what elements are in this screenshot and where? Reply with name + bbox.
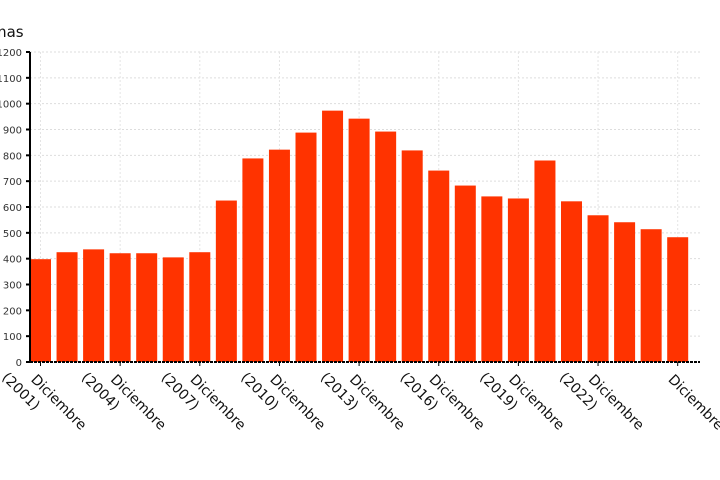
bar [401,150,423,362]
bar [667,237,689,362]
y-axis-label: mas [0,23,24,41]
bar [640,229,662,362]
bars [30,110,689,363]
y-tick-label: 800 [3,151,22,162]
bar [614,222,636,362]
bar [561,201,582,362]
x-axis: Diciembre(2001) Diciembre(2004) Diciembre(… [0,361,720,434]
y-tick-label: 1100 [0,74,22,85]
y-tick-label: 400 [3,255,22,266]
y-tick-label: 900 [3,126,22,137]
y-tick-label: 700 [3,177,22,188]
y-tick-label: 300 [3,281,22,292]
bar [348,118,370,363]
x-tick-label: Diciembre(2019) [476,370,567,434]
bar [30,259,51,362]
bar [162,257,184,362]
bar [83,249,105,362]
bar [322,110,344,363]
y-tick-label: 600 [3,203,22,214]
bar [56,252,78,362]
x-tick-label-line1: Diciembre [665,372,720,434]
bar [507,198,529,362]
y-tick-label: 200 [3,306,22,317]
y-axis: 0 100 200 300 400 500 600 700 800 900 1000 1100 1200 [0,48,31,369]
bar [295,132,317,362]
x-tick-label: Diciembre(2010) [237,370,328,434]
bar [136,253,158,362]
x-tick-label: Diciembre(2022) [556,370,647,434]
bar [189,252,211,362]
bar [481,196,503,362]
y-tick-label: 1200 [0,48,22,59]
x-tick-label: Diciembre(2001) [0,370,89,434]
bar [242,158,264,362]
bar [454,185,476,362]
bar [428,170,450,362]
y-tick-label: 1000 [0,100,22,111]
x-tick-label: Diciembre(2007) [158,370,249,434]
x-tick-label: Diciembre(2004) [78,370,169,434]
x-tick-label: Diciembre(2016) [397,370,488,434]
bar [534,160,556,362]
y-tick-label: 500 [3,229,22,240]
y-tick-label: 0 [16,358,22,369]
x-tick-label: Diciembre [665,372,720,434]
bar [375,131,397,362]
bar [587,215,609,362]
y-tick-label: 100 [3,332,22,343]
bar [215,200,237,362]
bar [109,253,131,362]
x-tick-label: Diciembre(2013) [317,370,408,434]
bar [268,149,290,362]
